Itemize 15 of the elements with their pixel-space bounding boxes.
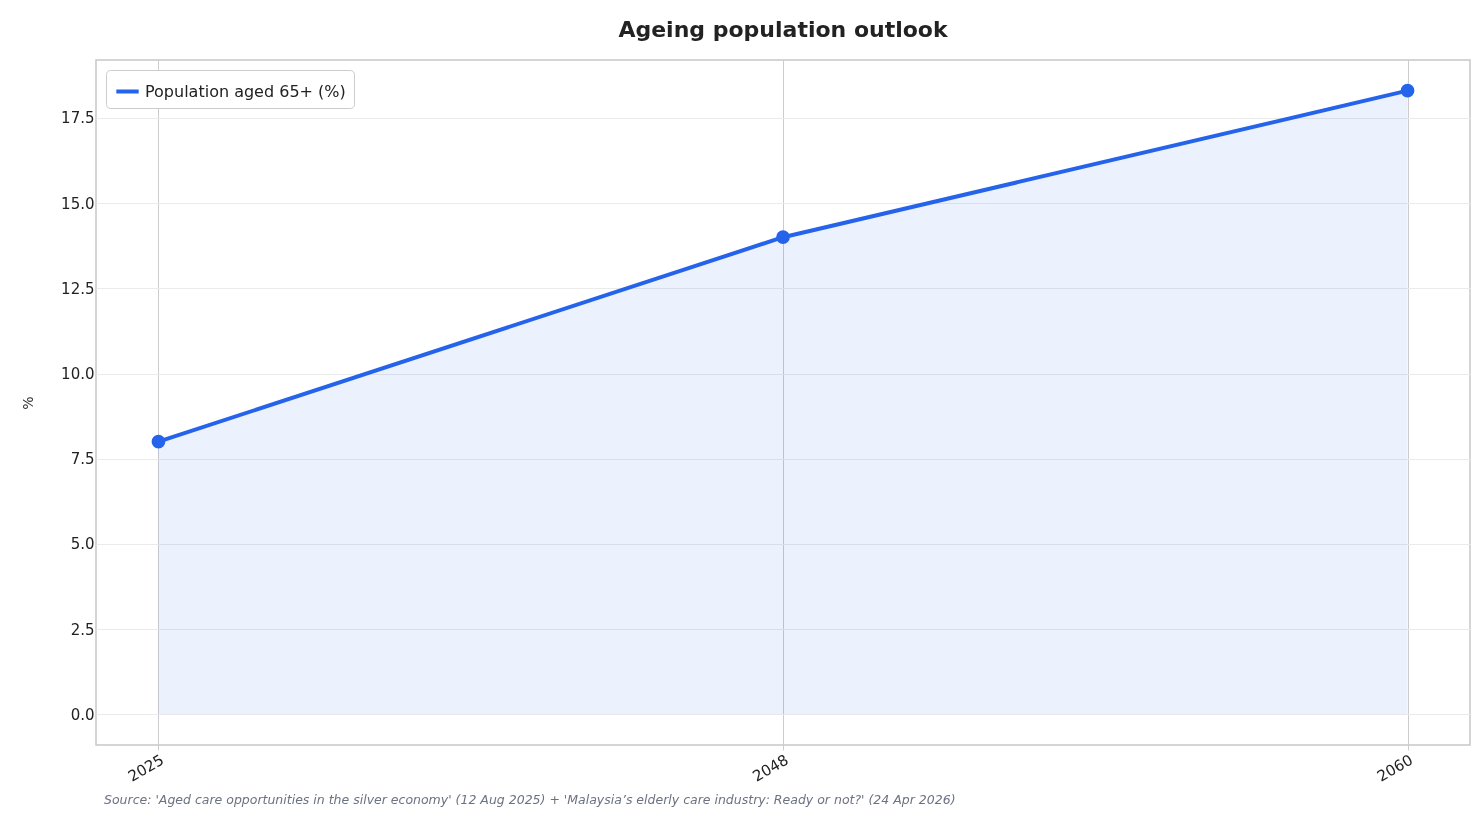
- y-tick-label: 7.5: [70, 450, 95, 469]
- y-tick-label: 10.0: [61, 365, 95, 384]
- source-note: Source: 'Aged care opportunities in the silver economy' (12 Aug 2025) + 'Malaysia’s elderly care industry: Ready or not?' (24 Apr 2026): [104, 792, 956, 807]
- y-tick-label: 5.0: [70, 535, 95, 554]
- point: [776, 230, 790, 245]
- y-tick-label: 15.0: [61, 194, 95, 213]
- point: [1400, 83, 1415, 98]
- y-tick-label: 17.5: [61, 109, 95, 128]
- y-tick-label: 2.5: [70, 620, 95, 639]
- y-tick-label: 0.0: [70, 705, 95, 724]
- chart-title: Ageing population outlook: [618, 17, 949, 42]
- y-tick-label: 12.5: [61, 279, 95, 298]
- legend-label: Population aged 65+ (%): [145, 81, 346, 101]
- y-axis-title: %: [20, 396, 37, 410]
- point: [151, 434, 166, 449]
